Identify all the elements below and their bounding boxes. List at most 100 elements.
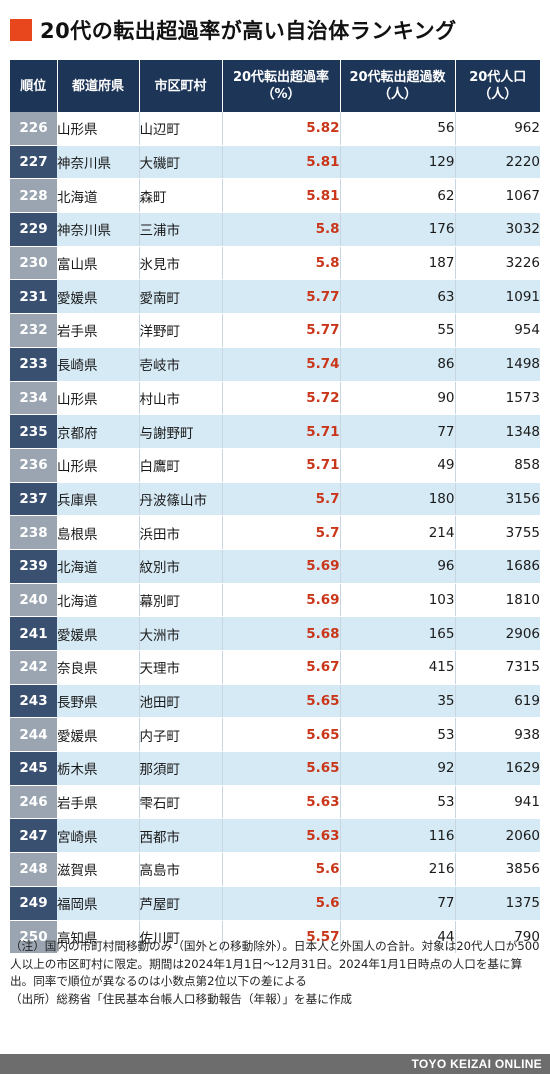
table-row: 231 愛媛県 愛南町 5.77 63 1091 — [10, 279, 540, 315]
outflow-rate-cell: 5.77 — [222, 313, 341, 348]
population-cell: 1375 — [455, 886, 540, 921]
municipality-cell: 三浦市 — [139, 212, 223, 247]
rank-cell: 235 — [10, 414, 57, 449]
table-row: 237 兵庫県 丹波篠山市 5.7 180 3156 — [10, 482, 540, 517]
outflow-rate-cell: 5.6 — [222, 886, 341, 921]
rank-cell: 247 — [10, 818, 57, 854]
outflow-rate-cell: 5.81 — [222, 178, 341, 214]
table-row: 248 滋賀県 高島市 5.6 216 3856 — [10, 852, 540, 887]
municipality-cell: 天理市 — [139, 650, 223, 685]
rank-cell: 242 — [10, 650, 57, 685]
outflow-count-cell: 103 — [340, 583, 456, 618]
outflow-rate-cell: 5.6 — [222, 852, 341, 887]
prefecture-cell: 北海道 — [57, 549, 140, 584]
table-row: 242 奈良県 天理市 5.67 415 7315 — [10, 650, 540, 685]
population-cell: 2220 — [455, 145, 540, 180]
outflow-rate-cell: 5.67 — [222, 650, 341, 685]
outflow-count-cell: 63 — [340, 279, 456, 315]
outflow-rate-cell: 5.8 — [222, 246, 341, 281]
rank-cell: 244 — [10, 717, 57, 753]
outflow-count-cell: 214 — [340, 515, 456, 550]
municipality-cell: 丹波篠山市 — [139, 482, 223, 517]
population-cell: 954 — [455, 313, 540, 348]
outflow-count-cell: 92 — [340, 751, 456, 786]
prefecture-cell: 神奈川県 — [57, 212, 140, 247]
municipality-cell: 雫石町 — [139, 785, 223, 820]
rank-cell: 250 — [10, 920, 57, 955]
outflow-count-cell: 55 — [340, 313, 456, 348]
table-row: 236 山形県 白鷹町 5.71 49 858 — [10, 448, 540, 483]
outflow-count-cell: 35 — [340, 684, 456, 719]
prefecture-cell: 高知県 — [57, 920, 140, 955]
outflow-count-cell: 96 — [340, 549, 456, 584]
prefecture-cell: 北海道 — [57, 178, 140, 214]
outflow-rate-cell: 5.77 — [222, 279, 341, 315]
municipality-cell: 幕別町 — [139, 583, 223, 618]
outflow-count-cell: 90 — [340, 381, 456, 416]
prefecture-cell: 愛媛県 — [57, 616, 140, 651]
prefecture-cell: 京都府 — [57, 414, 140, 449]
population-cell: 1573 — [455, 381, 540, 416]
table-row: 232 岩手県 洋野町 5.77 55 954 — [10, 313, 540, 348]
municipality-cell: 洋野町 — [139, 313, 223, 348]
table-body: 226 山形県 山辺町 5.82 56 962 227 神奈川県 大磯町 5.81 129 2220 2… — [10, 112, 540, 955]
col-header-rank: 順位 — [10, 60, 58, 112]
rank-cell: 233 — [10, 347, 57, 382]
prefecture-cell: 宮崎県 — [57, 818, 140, 854]
outflow-rate-cell: 5.82 — [222, 112, 341, 146]
outflow-count-cell: 53 — [340, 717, 456, 753]
outflow-rate-cell: 5.63 — [222, 818, 341, 854]
rank-cell: 226 — [10, 112, 57, 146]
rank-cell: 234 — [10, 381, 57, 416]
prefecture-cell: 奈良県 — [57, 650, 140, 685]
table-row: 234 山形県 村山市 5.72 90 1573 — [10, 381, 540, 416]
municipality-cell: 与謝野町 — [139, 414, 223, 449]
table-row: 226 山形県 山辺町 5.82 56 962 — [10, 112, 540, 146]
prefecture-cell: 長野県 — [57, 684, 140, 719]
rank-cell: 243 — [10, 684, 57, 719]
municipality-cell: 森町 — [139, 178, 223, 214]
col-header-rate: 20代転出超過率 （%） — [222, 60, 341, 112]
outflow-rate-cell: 5.72 — [222, 381, 341, 416]
population-cell: 962 — [455, 112, 540, 146]
outflow-rate-cell: 5.74 — [222, 347, 341, 382]
prefecture-cell: 長崎県 — [57, 347, 140, 382]
population-cell: 3226 — [455, 246, 540, 281]
prefecture-cell: 愛媛県 — [57, 279, 140, 315]
rank-cell: 232 — [10, 313, 57, 348]
prefecture-cell: 山形県 — [57, 112, 140, 146]
rank-cell: 239 — [10, 549, 57, 584]
rank-cell: 240 — [10, 583, 57, 618]
outflow-count-cell: 116 — [340, 818, 456, 854]
rank-cell: 238 — [10, 515, 57, 550]
outflow-rate-cell: 5.63 — [222, 785, 341, 820]
table-row: 233 長崎県 壱岐市 5.74 86 1498 — [10, 347, 540, 382]
outflow-rate-cell: 5.68 — [222, 616, 341, 651]
table-row: 241 愛媛県 大洲市 5.68 165 2906 — [10, 616, 540, 651]
population-cell: 3856 — [455, 852, 540, 887]
population-cell: 7315 — [455, 650, 540, 685]
outflow-count-cell: 165 — [340, 616, 456, 651]
municipality-cell: 紋別市 — [139, 549, 223, 584]
table-row: 228 北海道 森町 5.81 62 1067 — [10, 178, 540, 214]
table-row: 244 愛媛県 内子町 5.65 53 938 — [10, 717, 540, 753]
outflow-count-cell: 62 — [340, 178, 456, 214]
population-cell: 1067 — [455, 178, 540, 214]
rank-cell: 248 — [10, 852, 57, 887]
prefecture-cell: 岩手県 — [57, 313, 140, 348]
page-title: 20代の転出超過率が高い自治体ランキング — [40, 19, 457, 43]
note-text: （注）国内の市町村間移動のみ（国外との移動除外）。日本人と外国人の合計。対象は2… — [10, 939, 540, 988]
population-cell: 1810 — [455, 583, 540, 618]
outflow-count-cell: 86 — [340, 347, 456, 382]
table-header-row: 順位 都道府県 市区町村 20代転出超過率 （%） 20代転出超過数 （人） 20代… — [10, 60, 540, 112]
municipality-cell: 佐川町 — [139, 920, 223, 955]
prefecture-cell: 神奈川県 — [57, 145, 140, 180]
rank-cell: 227 — [10, 145, 57, 180]
rank-cell: 228 — [10, 178, 57, 214]
table-row: 245 栃木県 那須町 5.65 92 1629 — [10, 751, 540, 786]
table-row: 247 宮崎県 西都市 5.63 116 2060 — [10, 818, 540, 854]
population-cell: 790 — [455, 920, 540, 955]
table-row: 239 北海道 紋別市 5.69 96 1686 — [10, 549, 540, 584]
outflow-count-cell: 56 — [340, 112, 456, 146]
prefecture-cell: 栃木県 — [57, 751, 140, 786]
